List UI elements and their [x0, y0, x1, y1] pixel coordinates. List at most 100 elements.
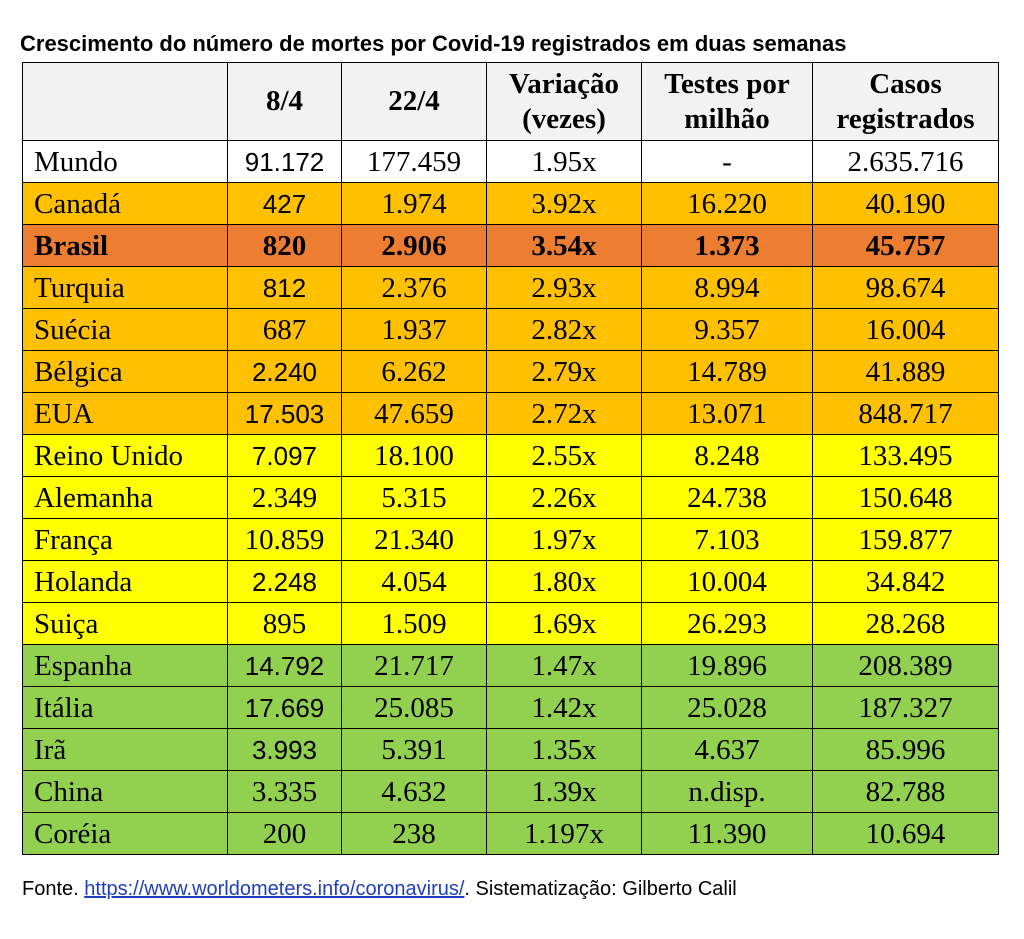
- source-note: Fonte. https://www.worldometers.info/cor…: [22, 876, 1022, 902]
- cell-deaths-8-4: 2.240: [227, 350, 342, 393]
- table-row: Holanda 2.248 4.054 1.80x 10.004 34.842: [22, 560, 999, 603]
- table-title: Crescimento do número de mortes por Covi…: [20, 31, 847, 56]
- cell-cases: 34.842: [812, 560, 999, 603]
- cell-tests-per-million: 25.028: [641, 686, 813, 729]
- cell-country: Alemanha: [22, 476, 228, 519]
- cell-tests-per-million: 26.293: [641, 602, 813, 645]
- cell-cases: 159.877: [812, 518, 999, 561]
- cell-tests-per-million: 1.373: [641, 224, 813, 267]
- table-row: Bélgica 2.240 6.262 2.79x 14.789 41.889: [22, 350, 999, 393]
- table-row: Turquia 812 2.376 2.93x 8.994 98.674: [22, 266, 999, 309]
- source-prefix: Fonte.: [22, 878, 85, 900]
- cell-deaths-22-4: 47.659: [341, 392, 487, 435]
- table-row: Espanha 14.792 21.717 1.47x 19.896 208.389: [22, 644, 999, 687]
- source-link[interactable]: https://www.worldometers.info/coronaviru…: [84, 878, 465, 900]
- table-row: Suiça 895 1.509 1.69x 26.293 28.268: [22, 602, 999, 645]
- cell-cases: 82.788: [812, 770, 999, 813]
- cell-cases: 40.190: [812, 182, 999, 225]
- cell-deaths-8-4: 17.669: [227, 686, 342, 729]
- cell-variation: 2.55x: [486, 434, 642, 477]
- cell-country: Coréia: [22, 812, 228, 855]
- table-row: França 10.859 21.340 1.97x 7.103 159.877: [22, 518, 999, 561]
- cell-country: Mundo: [22, 140, 228, 183]
- cell-cases: 133.495: [812, 434, 999, 477]
- cell-cases: 208.389: [812, 644, 999, 687]
- cell-deaths-8-4: 895: [227, 602, 342, 645]
- cell-cases: 41.889: [812, 350, 999, 393]
- cell-deaths-8-4: 3.993: [227, 728, 342, 771]
- cell-country: China: [22, 770, 228, 813]
- cell-country: Brasil: [22, 224, 228, 267]
- table-row: Mundo 91.172 177.459 1.95x -2.635.716: [22, 140, 999, 183]
- cell-deaths-8-4: 3.335: [227, 770, 342, 813]
- cell-deaths-8-4: 2.349: [227, 476, 342, 519]
- cell-country: Suiça: [22, 602, 228, 645]
- cell-tests-per-million: 9.357: [641, 308, 813, 351]
- header-cases: Casos registrados: [812, 62, 999, 141]
- cell-variation: 3.92x: [486, 182, 642, 225]
- cell-country: Canadá: [22, 182, 228, 225]
- header-variation: Variação (vezes): [486, 62, 642, 141]
- cell-deaths-8-4: 10.859: [227, 518, 342, 561]
- cell-deaths-8-4: 812: [227, 266, 342, 309]
- cell-cases: 16.004: [812, 308, 999, 351]
- cell-cases: 10.694: [812, 812, 999, 855]
- cell-variation: 1.39x: [486, 770, 642, 813]
- table-row: Itália 17.669 25.085 1.42x 25.028 187.327: [22, 686, 999, 729]
- header-country: [22, 62, 228, 141]
- header-tests-per-million: Testes por milhão: [641, 62, 813, 141]
- cell-country: França: [22, 518, 228, 561]
- cell-tests-per-million: 8.248: [641, 434, 813, 477]
- table-row: Alemanha 2.349 5.315 2.26x 24.738 150.648: [22, 476, 999, 519]
- cell-country: Bélgica: [22, 350, 228, 393]
- cell-tests-per-million: 24.738: [641, 476, 813, 519]
- header-deaths-8-4: 8/4: [227, 62, 342, 141]
- cell-variation: 2.26x: [486, 476, 642, 519]
- cell-cases: 85.996: [812, 728, 999, 771]
- cell-cases: 98.674: [812, 266, 999, 309]
- cell-country: Itália: [22, 686, 228, 729]
- cell-variation: 2.93x: [486, 266, 642, 309]
- source-suffix: . Sistematização: Gilberto Calil: [464, 878, 737, 900]
- cell-deaths-22-4: 4.632: [341, 770, 487, 813]
- cell-deaths-22-4: 25.085: [341, 686, 487, 729]
- cell-cases: 150.648: [812, 476, 999, 519]
- cell-deaths-8-4: 687: [227, 308, 342, 351]
- cell-variation: 1.197x: [486, 812, 642, 855]
- cell-cases: 28.268: [812, 602, 999, 645]
- cell-deaths-22-4: 4.054: [341, 560, 487, 603]
- cell-variation: 1.47x: [486, 644, 642, 687]
- cell-deaths-22-4: 21.340: [341, 518, 487, 561]
- cell-tests-per-million: 13.071: [641, 392, 813, 435]
- cell-country: Holanda: [22, 560, 228, 603]
- cell-variation: 1.69x: [486, 602, 642, 645]
- cell-country: EUA: [22, 392, 228, 435]
- cell-tests-per-million: 16.220: [641, 182, 813, 225]
- cell-cases: 2.635.716: [812, 140, 999, 183]
- table-row: Reino Unido 7.097 18.100 2.55x 8.248 133.495: [22, 434, 999, 477]
- table-row: Canadá 427 1.974 3.92x 16.220 40.190: [22, 182, 999, 225]
- table-row: Suécia 687 1.937 2.82x 9.357 16.004: [22, 308, 999, 351]
- cell-deaths-8-4: 14.792: [227, 644, 342, 687]
- cell-country: Irã: [22, 728, 228, 771]
- cell-tests-per-million: 8.994: [641, 266, 813, 309]
- cell-cases: 848.717: [812, 392, 999, 435]
- cell-deaths-22-4: 21.717: [341, 644, 487, 687]
- cell-deaths-8-4: 200: [227, 812, 342, 855]
- cell-deaths-8-4: 91.172: [227, 140, 342, 183]
- table-row: China 3.335 4.632 1.39x n.disp. 82.788: [22, 770, 999, 813]
- cell-deaths-22-4: 18.100: [341, 434, 487, 477]
- cell-tests-per-million: n.disp.: [641, 770, 813, 813]
- cell-variation: 2.79x: [486, 350, 642, 393]
- cell-deaths-8-4: 2.248: [227, 560, 342, 603]
- cell-tests-per-million: 19.896: [641, 644, 813, 687]
- cell-tests-per-million: 14.789: [641, 350, 813, 393]
- cell-variation: 3.54x: [486, 224, 642, 267]
- cell-cases: 45.757: [812, 224, 999, 267]
- cell-variation: 2.82x: [486, 308, 642, 351]
- cell-deaths-22-4: 1.974: [341, 182, 487, 225]
- cell-deaths-22-4: 5.315: [341, 476, 487, 519]
- cell-deaths-8-4: 427: [227, 182, 342, 225]
- cell-deaths-22-4: 6.262: [341, 350, 487, 393]
- cell-country: Suécia: [22, 308, 228, 351]
